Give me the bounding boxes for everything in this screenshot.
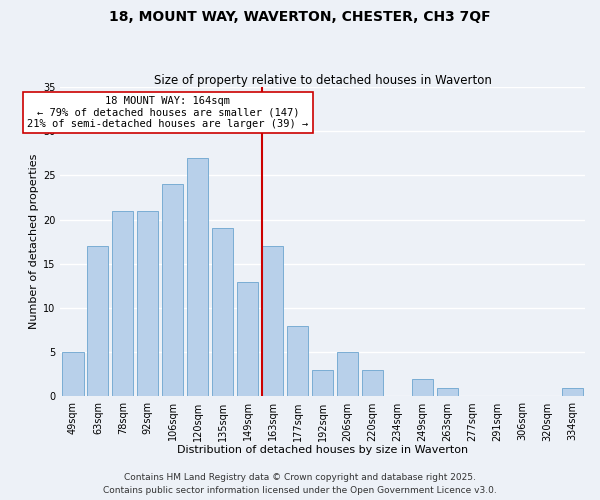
Text: Contains HM Land Registry data © Crown copyright and database right 2025.
Contai: Contains HM Land Registry data © Crown c… <box>103 474 497 495</box>
X-axis label: Distribution of detached houses by size in Waverton: Distribution of detached houses by size … <box>177 445 468 455</box>
Bar <box>87 246 109 396</box>
Bar <box>287 326 308 396</box>
Bar <box>262 246 283 396</box>
Bar <box>437 388 458 396</box>
Title: Size of property relative to detached houses in Waverton: Size of property relative to detached ho… <box>154 74 491 87</box>
Bar <box>337 352 358 397</box>
Bar <box>562 388 583 396</box>
Bar <box>362 370 383 396</box>
Bar <box>137 211 158 396</box>
Text: 18 MOUNT WAY: 164sqm
← 79% of detached houses are smaller (147)
21% of semi-deta: 18 MOUNT WAY: 164sqm ← 79% of detached h… <box>27 96 308 129</box>
Bar <box>212 228 233 396</box>
Bar <box>62 352 83 397</box>
Bar <box>112 211 133 396</box>
Bar <box>187 158 208 396</box>
Y-axis label: Number of detached properties: Number of detached properties <box>29 154 39 330</box>
Bar <box>237 282 259 397</box>
Bar <box>412 379 433 396</box>
Bar <box>162 184 184 396</box>
Text: 18, MOUNT WAY, WAVERTON, CHESTER, CH3 7QF: 18, MOUNT WAY, WAVERTON, CHESTER, CH3 7Q… <box>109 10 491 24</box>
Bar <box>312 370 334 396</box>
